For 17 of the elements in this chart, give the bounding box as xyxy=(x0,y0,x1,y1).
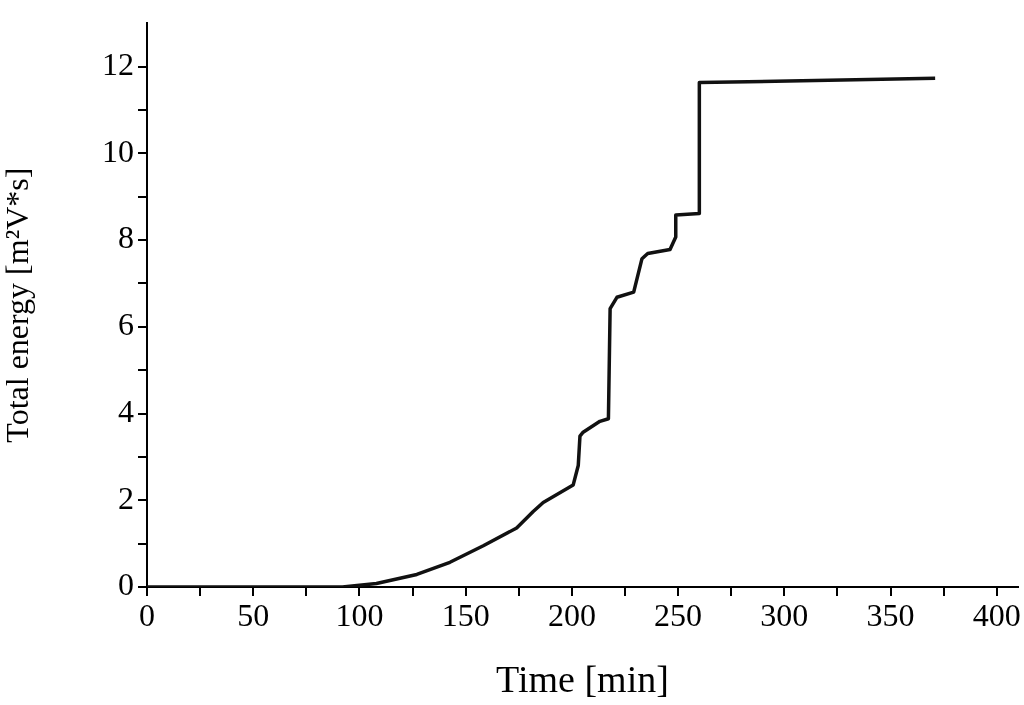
x-tick-label: 200 xyxy=(547,596,596,633)
y-axis-title: Total energy [m²V*s] xyxy=(0,167,35,443)
x-tick-label: 50 xyxy=(237,596,270,633)
y-tick-label: 2 xyxy=(118,479,134,516)
x-axis-title: Time [min] xyxy=(496,658,669,701)
x-tick-label: 250 xyxy=(654,596,703,633)
y-tick-label: 0 xyxy=(118,566,134,603)
x-tick-label: 150 xyxy=(441,596,490,633)
x-tick-label: 100 xyxy=(335,596,384,633)
x-tick-label: 400 xyxy=(972,596,1021,633)
y-tick-label: 4 xyxy=(118,392,134,429)
x-tick-label: 350 xyxy=(866,596,915,633)
y-tick-label: 10 xyxy=(102,132,134,169)
x-tick-label: 300 xyxy=(760,596,809,633)
y-tick-label: 12 xyxy=(102,45,134,82)
y-tick-label: 8 xyxy=(118,219,134,256)
y-tick-label: 6 xyxy=(118,306,134,343)
